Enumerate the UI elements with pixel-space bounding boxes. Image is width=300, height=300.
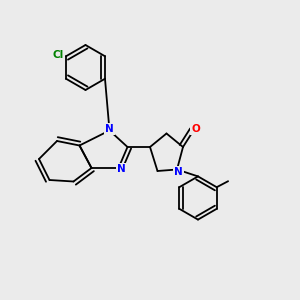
Text: N: N [117, 164, 126, 175]
Text: O: O [191, 124, 200, 134]
Text: N: N [174, 167, 183, 177]
Text: Cl: Cl [53, 50, 64, 60]
Text: N: N [105, 124, 114, 134]
